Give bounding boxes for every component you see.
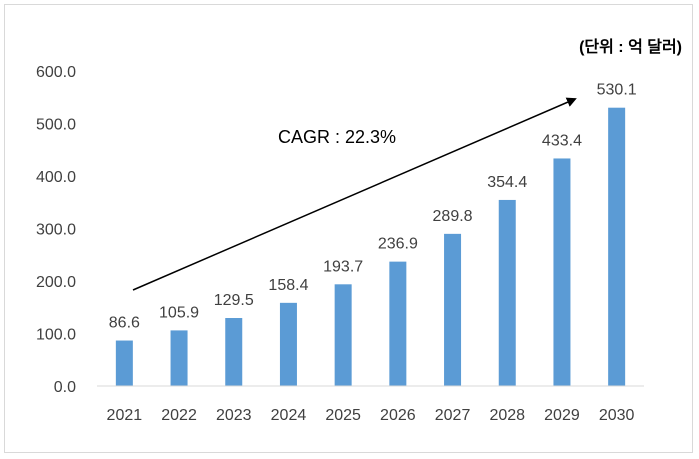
- bar-2021: [115, 340, 133, 386]
- x-tick-label: 2030: [599, 407, 635, 424]
- data-label: 86.6: [109, 315, 140, 332]
- data-label: 236.9: [378, 236, 418, 253]
- x-tick-label: 2022: [161, 407, 197, 424]
- data-label: 354.4: [487, 174, 527, 191]
- bar-2028: [498, 199, 516, 386]
- y-axis: 0.0 100.0 200.0 300.0 400.0 500.0 600.0: [36, 64, 76, 396]
- data-label: 158.4: [268, 277, 308, 294]
- x-tick-label: 2029: [544, 407, 580, 424]
- x-tick-label: 2021: [107, 407, 143, 424]
- bar-2022: [170, 330, 188, 386]
- unit-label: (단위 : 억 달러): [579, 37, 682, 56]
- bars: [115, 107, 626, 386]
- x-tick-label: 2023: [216, 407, 252, 424]
- x-tick-label: 2027: [435, 407, 471, 424]
- y-tick-label: 200.0: [36, 274, 76, 291]
- data-label: 193.7: [323, 258, 363, 275]
- x-tick-label: 2026: [380, 407, 416, 424]
- bar-2026: [389, 261, 407, 386]
- data-label: 530.1: [597, 82, 637, 99]
- data-label: 105.9: [159, 304, 199, 321]
- y-tick-label: 600.0: [36, 64, 76, 81]
- data-label: 433.4: [542, 132, 582, 149]
- y-tick-label: 500.0: [36, 117, 76, 134]
- y-tick-label: 0.0: [54, 379, 76, 396]
- x-axis: 2021 2022 2023 2024 2025 2026 2027 2028 2029 2030: [97, 385, 644, 424]
- data-labels: 86.6 105.9 129.5 158.4 193.7 236.9 289.8 354.4 4…: [109, 82, 637, 332]
- bar-2029: [553, 158, 571, 386]
- y-tick-label: 300.0: [36, 222, 76, 239]
- data-label: 289.8: [433, 208, 473, 225]
- x-tick-label: 2024: [271, 407, 307, 424]
- y-tick-label: 400.0: [36, 169, 76, 186]
- data-label: 129.5: [214, 292, 254, 309]
- cagr-annotation: CAGR : 22.3%: [278, 127, 396, 147]
- x-tick-label: 2025: [325, 407, 361, 424]
- bar-2030: [608, 107, 626, 386]
- bar-2027: [444, 233, 462, 386]
- bar-2023: [225, 318, 243, 386]
- x-tick-label: 2028: [489, 407, 525, 424]
- cagr-arrow: [132, 97, 577, 291]
- bar-2024: [279, 302, 297, 386]
- y-tick-label: 100.0: [36, 327, 76, 344]
- bar-2025: [334, 284, 352, 386]
